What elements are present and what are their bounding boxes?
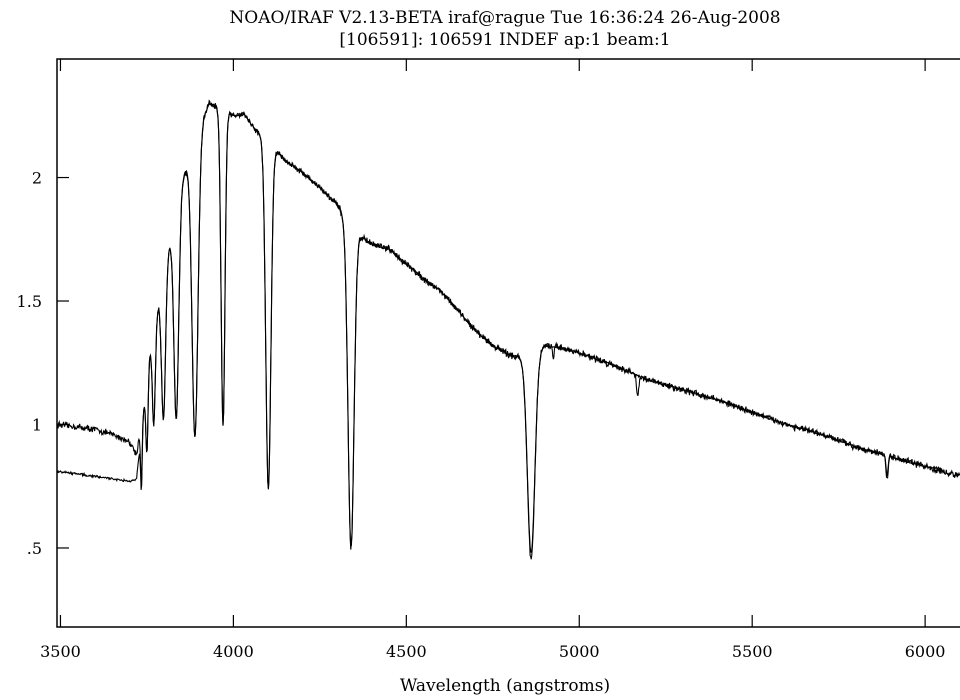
- x-axis-label: Wavelength (angstroms): [400, 676, 610, 696]
- x-tick-label: 6000: [905, 642, 946, 661]
- y-tick-label: 2: [32, 169, 42, 188]
- x-tick-label: 5500: [732, 642, 773, 661]
- x-tick-label: 3500: [40, 642, 81, 661]
- plot-frame: [56, 58, 960, 628]
- y-tick-label: .5: [27, 539, 42, 558]
- series-group: [57, 99, 960, 560]
- x-tick-label: 4000: [213, 642, 254, 661]
- axis-ticks: [57, 59, 926, 627]
- spectrum-series-2: [57, 101, 942, 553]
- plot-subtitle: [106591]: 106591 INDEF ap:1 beam:1: [339, 30, 670, 50]
- x-tick-label: 5000: [559, 642, 600, 661]
- axis-tick-labels: 3500 4000 4500 5000 5500 6000 .5 1 1.5 2: [17, 169, 946, 661]
- y-tick-label: 1: [32, 415, 42, 434]
- y-tick-label: 1.5: [17, 292, 42, 311]
- x-tick-label: 4500: [386, 642, 427, 661]
- plot-title: NOAO/IRAF V2.13-BETA iraf@rague Tue 16:3…: [229, 8, 780, 28]
